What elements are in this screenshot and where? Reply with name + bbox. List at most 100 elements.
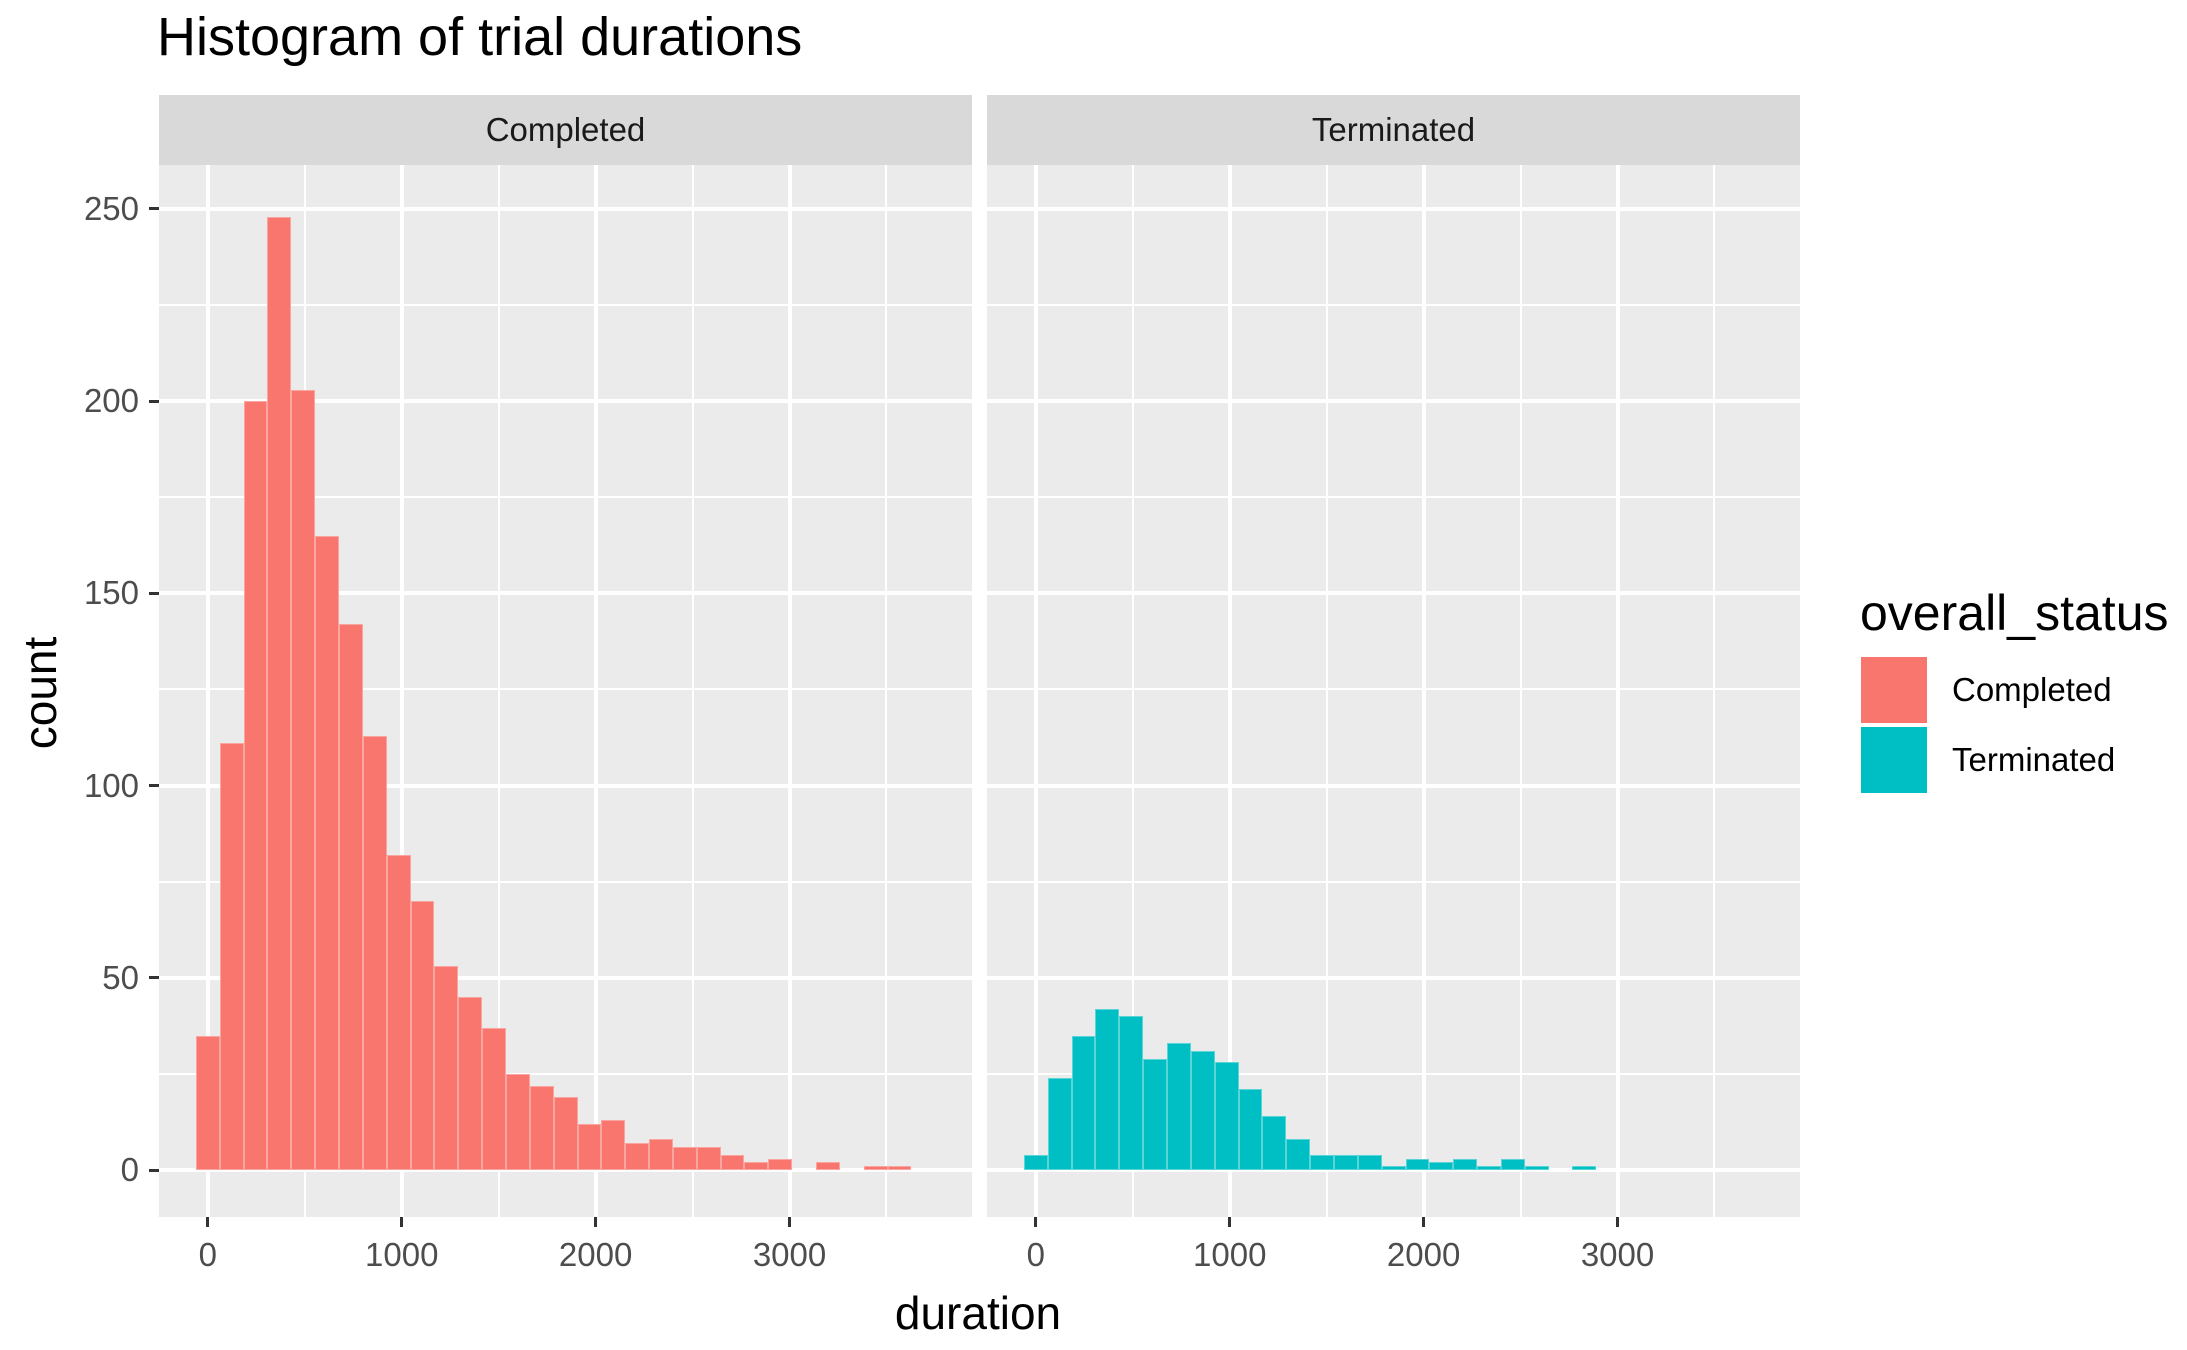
gridline-minor-x (1713, 165, 1716, 1217)
gridline-minor-x (1519, 165, 1522, 1217)
gridline-major-x (1421, 165, 1426, 1217)
histogram-bar (1214, 1062, 1239, 1171)
y-tick-label: 250 (83, 189, 139, 227)
histogram-bar (1262, 1116, 1287, 1171)
x-axis-tick (788, 1217, 792, 1227)
histogram-bar (720, 1154, 745, 1171)
histogram-bar (434, 966, 459, 1171)
x-tick-label: 2000 (558, 1236, 633, 1273)
histogram-bar (649, 1139, 673, 1171)
y-axis-tick (149, 1168, 159, 1172)
histogram-bar (243, 401, 268, 1171)
histogram-bar (672, 1147, 697, 1171)
histogram-bar (863, 1166, 888, 1171)
histogram-bar (410, 900, 435, 1171)
histogram-bar (1286, 1139, 1311, 1171)
y-tick-label: 0 (120, 1151, 139, 1189)
histogram-bar (1381, 1166, 1406, 1171)
gridline-minor-y (987, 1072, 1800, 1075)
gridline-major-y (987, 591, 1800, 596)
histogram-bar (601, 1120, 626, 1171)
histogram-bar (1333, 1154, 1358, 1171)
panel-terminated (987, 165, 1800, 1217)
gridline-major-y (987, 975, 1800, 980)
histogram-bar (219, 743, 244, 1171)
histogram-bar (458, 997, 483, 1171)
x-tick-label: 3000 (1580, 1236, 1655, 1273)
histogram-bar (386, 854, 411, 1171)
y-axis-tick (149, 399, 159, 403)
histogram-bar (1119, 1016, 1144, 1171)
y-axis-tick (149, 784, 159, 788)
x-tick-label: 1000 (365, 1236, 439, 1273)
x-tick-label: 1000 (1193, 1236, 1267, 1273)
gridline-major-y (159, 206, 972, 211)
histogram-bar (1047, 1077, 1072, 1171)
gridline-minor-y (159, 880, 972, 883)
gridline-major-y (987, 783, 1800, 788)
x-tick-label: 0 (198, 1236, 218, 1273)
histogram-bar (816, 1162, 840, 1171)
histogram-bar (482, 1027, 506, 1171)
histogram-bar (1023, 1154, 1048, 1171)
histogram-bar (577, 1123, 602, 1171)
legend-title: overall_status (1860, 585, 2169, 641)
histogram-bar (195, 1035, 220, 1171)
gridline-minor-y (987, 303, 1800, 306)
gridline-major-y (987, 1168, 1800, 1173)
histogram-bar (339, 624, 363, 1171)
x-axis-tick (206, 1217, 210, 1227)
y-tick-label: 100 (83, 766, 139, 804)
histogram-bar (744, 1162, 769, 1171)
histogram-bar (1500, 1158, 1525, 1171)
gridline-minor-x (885, 165, 888, 1217)
x-axis-tick (1034, 1217, 1038, 1227)
x-axis-title: duration (894, 1287, 1062, 1339)
histogram-bar (1143, 1058, 1168, 1171)
y-axis-tick (149, 976, 159, 980)
gridline-major-x (399, 165, 404, 1217)
histogram-bar (553, 1097, 578, 1171)
gridline-minor-x (1325, 165, 1328, 1217)
histogram-bar (1095, 1008, 1120, 1171)
y-tick-label: 50 (102, 958, 139, 996)
gridline-major-x (1033, 165, 1038, 1217)
gridline-minor-x (691, 165, 694, 1217)
gridline-minor-y (987, 688, 1800, 691)
histogram-bar (1453, 1158, 1478, 1171)
gridline-major-y (987, 399, 1800, 404)
histogram-bar (1429, 1162, 1454, 1171)
histogram-bar (291, 389, 316, 1171)
facet-strip-terminated: Terminated (987, 95, 1800, 165)
gridline-major-y (159, 1168, 972, 1173)
gridline-minor-y (159, 688, 972, 691)
gridline-minor-x (1131, 165, 1134, 1217)
facet-strip-completed: Completed (159, 95, 972, 165)
histogram-bar (1405, 1158, 1430, 1171)
facet-strip-label: Completed (485, 111, 646, 148)
legend-key-completed (1861, 657, 1927, 723)
histogram-bar (1524, 1166, 1549, 1171)
x-axis-tick (594, 1217, 598, 1227)
y-axis-tick (149, 591, 159, 595)
histogram-bar (696, 1147, 721, 1171)
y-tick-label: 200 (83, 382, 139, 420)
gridline-minor-x (497, 165, 500, 1217)
histogram-bar (267, 216, 292, 1171)
gridline-minor-y (159, 496, 972, 499)
x-axis-tick (400, 1217, 404, 1227)
gridline-major-y (159, 975, 972, 980)
gridline-minor-y (987, 496, 1800, 499)
histogram-bar (1310, 1154, 1334, 1171)
histogram-bar (625, 1143, 650, 1171)
histogram-bar (1357, 1154, 1382, 1171)
gridline-minor-y (159, 1072, 972, 1075)
gridline-major-x (593, 165, 598, 1217)
histogram-bar (1572, 1166, 1597, 1171)
gridline-major-x (205, 165, 210, 1217)
gridline-major-x (1615, 165, 1620, 1217)
histogram-bar (1238, 1089, 1263, 1171)
gridline-major-x (1227, 165, 1232, 1217)
x-axis-tick (1422, 1217, 1426, 1227)
